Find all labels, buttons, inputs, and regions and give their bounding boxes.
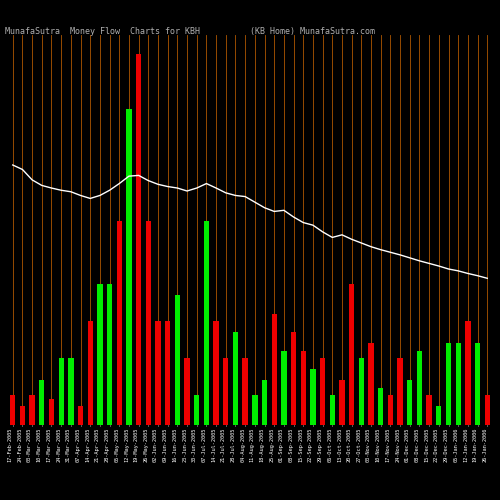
Bar bbox=[68, 358, 73, 425]
Bar bbox=[300, 350, 306, 425]
Bar bbox=[330, 396, 335, 425]
Bar bbox=[388, 396, 393, 425]
Bar bbox=[194, 396, 200, 425]
Bar bbox=[136, 54, 141, 425]
Bar bbox=[349, 284, 354, 425]
Bar bbox=[174, 295, 180, 425]
Bar bbox=[156, 321, 160, 425]
Bar bbox=[146, 220, 151, 425]
Bar bbox=[165, 321, 170, 425]
Bar bbox=[252, 396, 258, 425]
Bar bbox=[223, 358, 228, 425]
Bar bbox=[358, 358, 364, 425]
Bar bbox=[204, 220, 209, 425]
Bar bbox=[281, 350, 286, 425]
Bar bbox=[184, 358, 190, 425]
Bar bbox=[214, 321, 219, 425]
Bar bbox=[484, 396, 490, 425]
Bar bbox=[310, 370, 316, 425]
Bar bbox=[107, 284, 112, 425]
Bar bbox=[291, 332, 296, 425]
Bar bbox=[233, 332, 238, 425]
Bar bbox=[262, 380, 267, 425]
Bar bbox=[97, 284, 102, 425]
Bar bbox=[49, 399, 54, 425]
Bar bbox=[465, 321, 470, 425]
Bar bbox=[436, 406, 442, 425]
Text: MunafaSutra  Money Flow  Charts for KBH          (KB Home) MunafaSutra.com: MunafaSutra Money Flow Charts for KBH (K… bbox=[5, 28, 375, 36]
Bar bbox=[10, 396, 16, 425]
Bar bbox=[116, 220, 122, 425]
Bar bbox=[407, 380, 412, 425]
Bar bbox=[368, 344, 374, 425]
Bar bbox=[417, 350, 422, 425]
Bar bbox=[126, 110, 132, 425]
Bar bbox=[475, 344, 480, 425]
Bar bbox=[378, 388, 384, 425]
Bar bbox=[78, 406, 83, 425]
Bar bbox=[20, 406, 25, 425]
Bar bbox=[88, 321, 93, 425]
Bar bbox=[58, 358, 64, 425]
Bar bbox=[426, 396, 432, 425]
Bar bbox=[446, 344, 451, 425]
Bar bbox=[340, 380, 344, 425]
Bar bbox=[320, 358, 326, 425]
Bar bbox=[456, 344, 461, 425]
Bar bbox=[30, 396, 35, 425]
Bar bbox=[398, 358, 403, 425]
Bar bbox=[272, 314, 277, 425]
Bar bbox=[242, 358, 248, 425]
Bar bbox=[39, 380, 44, 425]
